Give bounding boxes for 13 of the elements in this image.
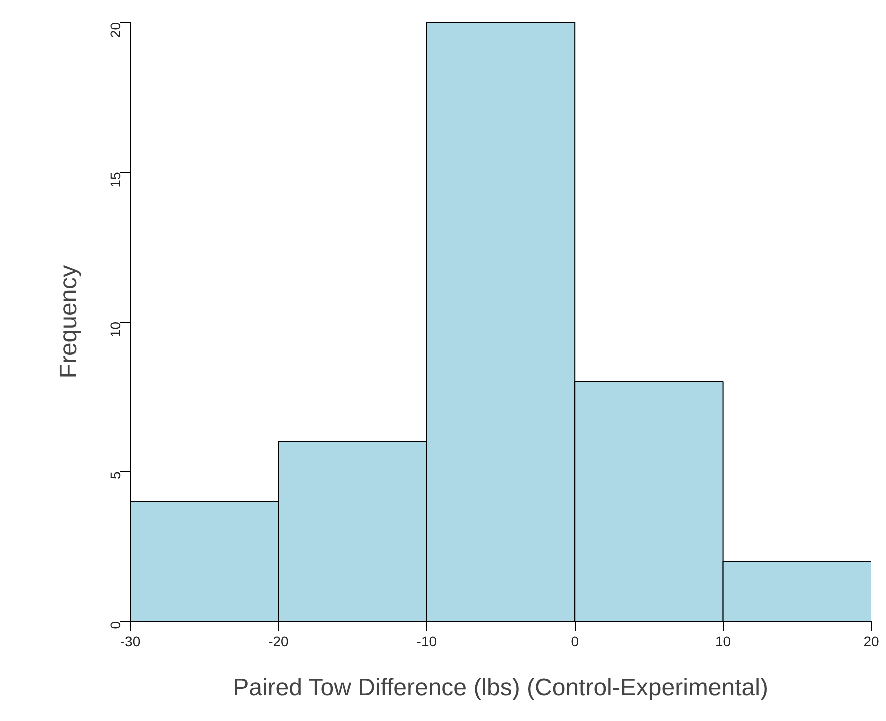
x-tick-label: 10	[716, 634, 732, 650]
y-tick-label: 5	[108, 472, 124, 480]
y-tick-label: 20	[108, 22, 124, 38]
x-tick-label: -10	[416, 634, 438, 650]
x-tick-label: -30	[120, 634, 141, 650]
y-tick-label: 15	[108, 172, 124, 188]
x-axis-title: Paired Tow Difference (lbs) (Control-Experimental)	[233, 674, 768, 702]
x-tick-label: 20	[864, 634, 880, 650]
y-tick-label: 10	[108, 322, 124, 338]
x-tick-label: -20	[268, 634, 290, 650]
y-tick-label: 0	[108, 621, 124, 630]
y-axis-title: Frequency	[56, 265, 82, 379]
x-tick-label: 0	[571, 634, 580, 650]
